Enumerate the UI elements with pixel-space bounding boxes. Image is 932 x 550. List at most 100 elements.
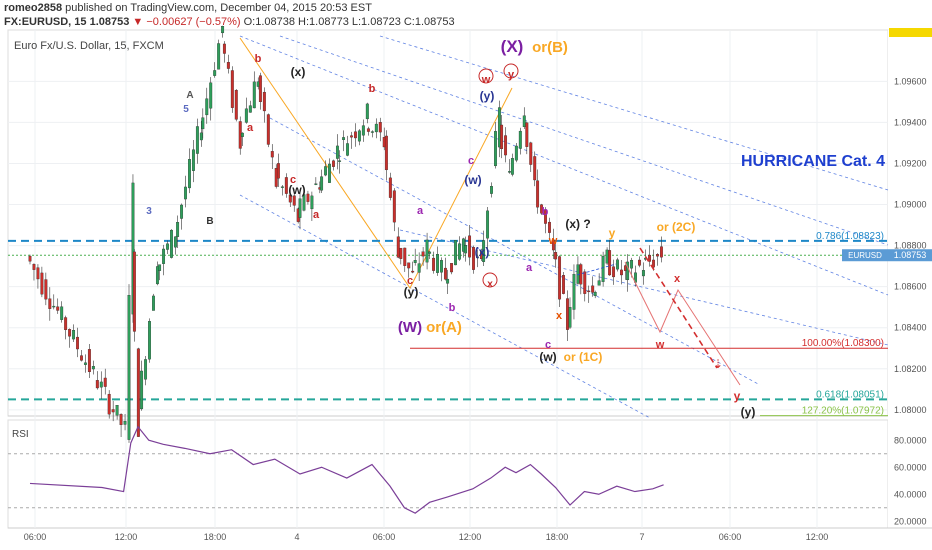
wave-label: c	[407, 275, 413, 287]
fib-label: 0.786(1.08823)	[816, 231, 884, 242]
candle-body	[417, 263, 421, 273]
projection-dashed	[639, 247, 718, 369]
y-tick-label: 1.09200	[894, 158, 927, 168]
author-name[interactable]: romeo2858	[4, 2, 63, 14]
y-tick-label: 1.09600	[894, 76, 927, 86]
wave-label: x	[674, 273, 681, 285]
candle-body	[458, 243, 461, 260]
candle-body	[148, 321, 151, 360]
candle-body	[99, 381, 103, 388]
candle-body	[328, 163, 331, 183]
price-pane	[7, 29, 889, 417]
wave-label: y	[734, 389, 741, 403]
candle-body	[298, 198, 302, 218]
candle-body	[464, 245, 468, 254]
candle-body	[566, 298, 569, 330]
wave-label: or(A)	[426, 319, 462, 336]
candle-body	[591, 285, 595, 293]
candle-body	[191, 149, 195, 171]
candle-body	[230, 70, 234, 108]
candle-body	[593, 291, 597, 297]
candle-body	[486, 210, 490, 239]
x-tick-label: 18:00	[546, 532, 569, 542]
candle-body	[421, 251, 425, 257]
candle-body	[288, 194, 292, 203]
candle-body	[314, 183, 318, 185]
x-tick-label: 12:00	[459, 532, 482, 542]
down-arrow-icon: ▼	[132, 16, 144, 28]
candle-body	[428, 251, 432, 254]
wave-label: (x) ?	[565, 217, 590, 231]
y-tick-label: 1.08800	[894, 241, 927, 251]
candle-body	[123, 421, 127, 425]
candle-body	[173, 236, 177, 248]
candle-body	[432, 257, 436, 271]
candle-body	[365, 103, 369, 120]
candle-body	[403, 247, 407, 266]
last-price: 1.08753	[89, 16, 130, 28]
candle-body	[32, 264, 36, 270]
candle-body	[407, 262, 411, 269]
y-tick-label: 1.09400	[894, 117, 927, 127]
highlight-badge	[889, 28, 932, 37]
candle-body	[64, 317, 68, 330]
candle-body	[525, 122, 529, 147]
candle-body	[95, 380, 99, 389]
candle-body	[320, 176, 324, 191]
candle-body	[284, 177, 288, 194]
candle-body	[270, 151, 274, 158]
candle-body	[468, 235, 472, 258]
candle-body	[536, 180, 540, 208]
x-tick-label: 12:00	[806, 532, 829, 542]
rsi-tick-label: 20.0000	[894, 516, 927, 526]
candle-body	[36, 267, 40, 280]
candle-body	[572, 274, 576, 310]
candle-body	[384, 135, 388, 171]
candle-body	[440, 260, 443, 273]
candle-body	[76, 336, 79, 350]
wave-label: (x)	[291, 65, 306, 79]
wave-label: A	[186, 90, 193, 101]
candle-body	[608, 250, 612, 276]
candle-body	[103, 377, 107, 387]
wave-label: x	[487, 279, 493, 290]
candle-body	[56, 306, 60, 311]
candle-body	[425, 239, 429, 263]
candle-body	[446, 278, 450, 284]
candle-body	[461, 238, 465, 252]
candle-body	[413, 260, 417, 263]
wave-label: (W)	[398, 319, 422, 336]
projection-path	[624, 261, 741, 386]
price-badge-symbol: EURUSD	[848, 251, 882, 260]
price-axis-pane	[888, 30, 932, 528]
candle-body	[184, 186, 187, 200]
channel-line	[239, 35, 889, 296]
candle-body	[583, 271, 587, 294]
wave-label: (y)	[404, 285, 419, 299]
price-badge-bg	[842, 249, 888, 262]
x-tick-label: 06:00	[719, 532, 742, 542]
wave-label: b	[542, 206, 549, 218]
x-tick-label: 06:00	[373, 532, 396, 542]
candle-body	[587, 290, 591, 293]
y-tick-label: 1.08600	[894, 282, 927, 292]
candle-body	[266, 114, 270, 145]
candle-body	[140, 370, 144, 410]
wave-label: (X)	[501, 37, 524, 56]
candle-body	[648, 254, 652, 262]
candle-body	[361, 125, 365, 136]
wave-label-circle	[503, 63, 519, 79]
candle-body	[551, 239, 555, 251]
candle-body	[454, 240, 457, 266]
publish-info: published on TradingView.com, December 0…	[65, 2, 372, 14]
candle-body	[262, 91, 266, 112]
wave-label-circle	[478, 68, 494, 84]
candle-body	[222, 43, 226, 54]
channel-line	[379, 35, 889, 191]
candle-body	[170, 229, 173, 258]
wave-label: a	[247, 122, 254, 134]
candle-body	[40, 272, 44, 295]
fib-label: 100.00%(1.08300)	[802, 338, 884, 349]
wave-label: B	[206, 216, 213, 227]
